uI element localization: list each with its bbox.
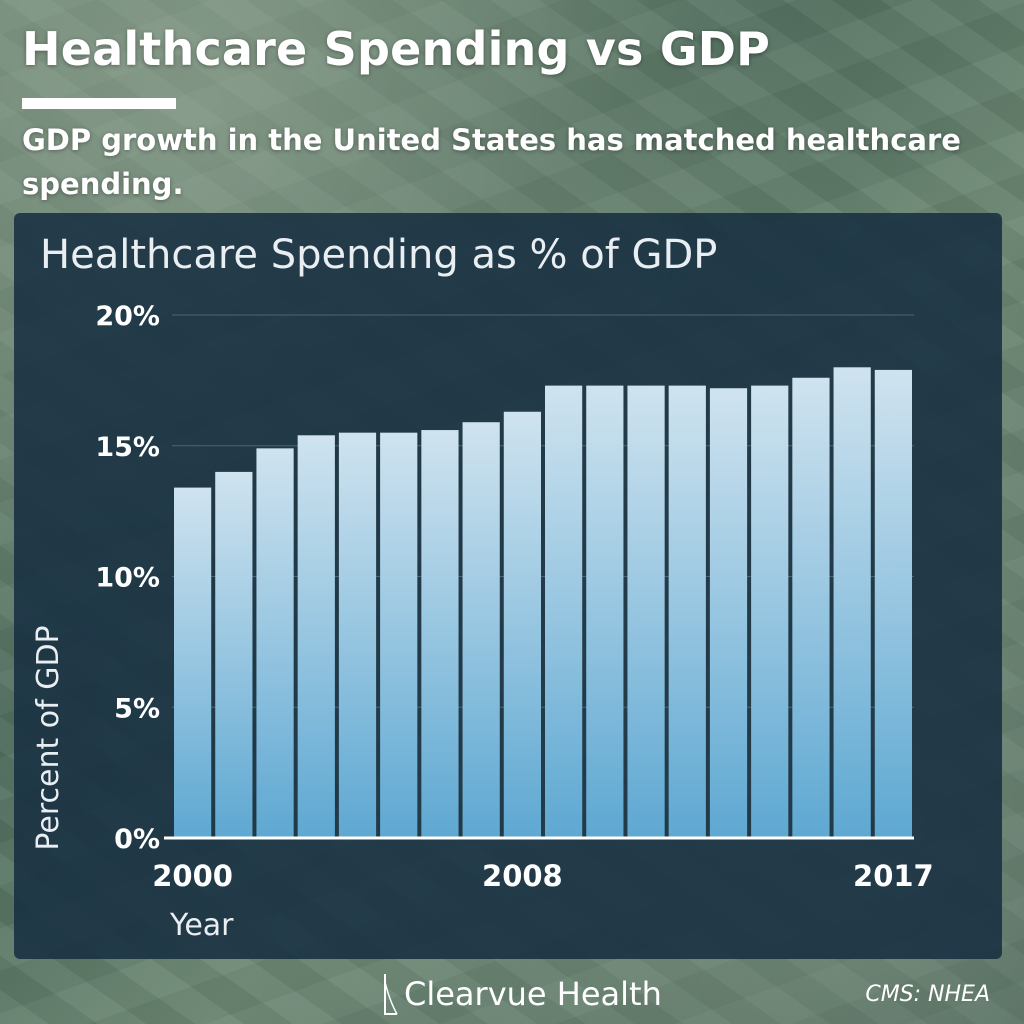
x-axis-title: Year — [169, 908, 234, 943]
bar-2000 — [174, 487, 212, 838]
x-tick-label: 2008 — [482, 859, 563, 893]
bar-2009 — [545, 385, 583, 838]
bar-2006 — [421, 430, 459, 838]
bar-2016 — [833, 367, 871, 838]
y-tick-label: 20% — [95, 301, 160, 332]
bar-2014 — [751, 385, 789, 838]
x-tick-label: 2000 — [152, 859, 233, 893]
bar-2008 — [503, 411, 541, 838]
bar-2011 — [627, 385, 665, 838]
bar-2003 — [297, 435, 335, 838]
bar-2015 — [792, 377, 830, 838]
x-tick-label: 2017 — [853, 859, 934, 893]
bar-2017 — [874, 369, 912, 838]
y-axis-title: Percent of GDP — [31, 625, 66, 850]
source-note: CMS: NHEA — [865, 982, 990, 1007]
brand-logo-icon — [384, 974, 398, 1015]
brand: Clearvue Health — [384, 972, 662, 1016]
bar-2001 — [215, 471, 253, 838]
title-underline — [22, 98, 176, 109]
page-title: Healthcare Spending vs GDP — [22, 22, 771, 76]
brand-name: Clearvue Health — [404, 975, 662, 1013]
bar-2007 — [462, 422, 500, 838]
y-tick-label: 15% — [95, 432, 160, 463]
bar-2010 — [586, 385, 624, 838]
page-subtitle: GDP growth in the United States has matc… — [22, 123, 961, 201]
bar-2012 — [668, 385, 706, 838]
bar-2002 — [256, 448, 294, 838]
bar-2004 — [338, 432, 377, 838]
y-tick-label: 5% — [114, 693, 160, 724]
chart-title: Healthcare Spending as % of GDP — [40, 232, 718, 278]
y-tick-label: 0% — [114, 824, 160, 855]
bar-2013 — [709, 388, 748, 838]
bar-2005 — [380, 432, 418, 838]
y-tick-label: 10% — [95, 563, 160, 594]
